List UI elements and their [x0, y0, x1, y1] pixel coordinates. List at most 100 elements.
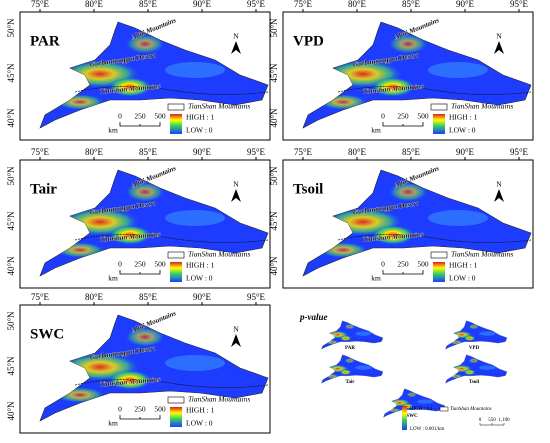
pvalue-scale-label: 1,100 — [498, 418, 510, 423]
lon-label: 75°E — [294, 0, 313, 9]
lon-label: 90°E — [456, 147, 475, 157]
scale-unit: km — [371, 126, 381, 135]
lat-label: 45°N — [269, 211, 279, 231]
scale-unit: km — [108, 274, 118, 283]
lon-label: 90°E — [193, 0, 212, 9]
scale-label: 500 — [154, 112, 166, 121]
panel-title: Tair — [30, 181, 57, 197]
lat-label: 40°N — [6, 256, 16, 276]
panel-title: Tsoil — [293, 181, 323, 197]
boundary-swatch — [430, 103, 448, 111]
lon-label: 85°E — [402, 147, 421, 157]
lon-label: 80°E — [85, 0, 104, 9]
lat-label: 45°N — [6, 356, 16, 376]
lat-label: 50°N — [269, 166, 279, 186]
lon-label: 95°E — [510, 0, 529, 9]
color-ramp — [433, 114, 445, 134]
pvalue-scale-bar — [479, 423, 505, 426]
mini-map-label: Tair — [346, 380, 356, 385]
lon-label: 95°E — [247, 292, 266, 302]
color-ramp — [170, 262, 182, 282]
lon-label: 80°E — [85, 147, 104, 157]
mini-map — [321, 321, 383, 350]
scale-bar — [119, 270, 161, 275]
color-ramp — [170, 114, 182, 134]
boundary-swatch — [167, 251, 185, 259]
north-label: N — [233, 325, 239, 334]
lat-label: 45°N — [6, 211, 16, 231]
pvalue-high: HIGH : 0.1 — [410, 407, 433, 412]
north-label: N — [233, 32, 239, 41]
low-label: LOW : 0 — [186, 126, 213, 135]
high-label: HIGH : 1 — [186, 261, 215, 270]
mini-map — [321, 355, 383, 384]
high-label: HIGH : 1 — [449, 113, 478, 122]
mini-map — [445, 321, 507, 350]
north-label: N — [496, 32, 502, 41]
panel-title: PAR — [30, 33, 60, 49]
pvalue-ramp — [402, 406, 407, 430]
boundary-label: TianShan Mountains — [451, 102, 513, 111]
scale-label: 0 — [118, 405, 122, 414]
scale-label: 0 — [381, 112, 385, 121]
north-arrow — [494, 41, 504, 54]
boundary-label: TianShan Mountains — [188, 102, 250, 111]
color-ramp — [170, 407, 182, 427]
scale-label: 500 — [417, 260, 429, 269]
pvalue-boundary: TianShan Mountains — [450, 407, 492, 412]
lon-label: 80°E — [85, 292, 104, 302]
low-label: LOW : 0 — [449, 126, 476, 135]
pvalue-low: LOW : 0.001/km — [410, 427, 444, 432]
lon-label: 90°E — [193, 147, 212, 157]
low-label: LOW : 0 — [186, 274, 213, 283]
low-label: LOW : 0 — [449, 274, 476, 283]
scale-label: 0 — [118, 112, 122, 121]
lat-label: 40°N — [269, 108, 279, 128]
mini-map-label: VPD — [469, 346, 480, 351]
boundary-swatch — [167, 396, 185, 404]
scale-unit: km — [108, 126, 118, 135]
north-label: N — [233, 180, 239, 189]
lon-label: 75°E — [294, 147, 313, 157]
lat-label: 45°N — [269, 63, 279, 83]
lat-label: 50°N — [6, 311, 16, 331]
scale-label: 250 — [134, 112, 146, 121]
lat-label: 50°N — [6, 18, 16, 38]
scale-label: 250 — [397, 112, 409, 121]
scale-unit: km — [371, 274, 381, 283]
scale-bar — [382, 270, 424, 275]
high-label: HIGH : 1 — [449, 261, 478, 270]
scale-bar — [119, 122, 161, 127]
lon-label: 85°E — [139, 292, 158, 302]
color-ramp — [433, 262, 445, 282]
scale-label: 500 — [417, 112, 429, 121]
mini-map-label: Tsoil — [469, 380, 480, 385]
lon-label: 90°E — [456, 0, 475, 9]
scale-label: 250 — [397, 260, 409, 269]
scale-label: 250 — [134, 260, 146, 269]
scale-bar — [119, 415, 161, 420]
mini-map-label: PAR — [345, 346, 355, 351]
north-arrow — [231, 41, 241, 54]
low-label: LOW : 0 — [186, 419, 213, 428]
map-panel: 75°E 80°E 85°E 90°E 95°E50°N45°N40°NTsoilAlt… — [269, 147, 534, 289]
scale-label: 0 — [381, 260, 385, 269]
boundary-label: TianShan Mountains — [188, 395, 250, 404]
high-label: HIGH : 1 — [186, 406, 215, 415]
panel-title: SWC — [30, 326, 64, 342]
lon-label: 85°E — [139, 0, 158, 9]
scale-label: 500 — [154, 260, 166, 269]
scale-bar — [382, 122, 424, 127]
north-arrow — [494, 189, 504, 202]
boundary-label: TianShan Mountains — [451, 250, 513, 259]
panel-title: VPD — [293, 33, 324, 49]
pvalue-title: p-value — [299, 312, 328, 322]
boundary-swatch — [167, 103, 185, 111]
north-arrow — [231, 334, 241, 347]
lat-label: 45°N — [6, 63, 16, 83]
map-panel: 75°E 80°E 85°E 90°E 95°E50°N45°N40°NVPDAltai… — [269, 0, 534, 141]
lat-label: 50°N — [269, 18, 279, 38]
lon-label: 95°E — [247, 0, 266, 9]
lon-label: 75°E — [31, 292, 50, 302]
